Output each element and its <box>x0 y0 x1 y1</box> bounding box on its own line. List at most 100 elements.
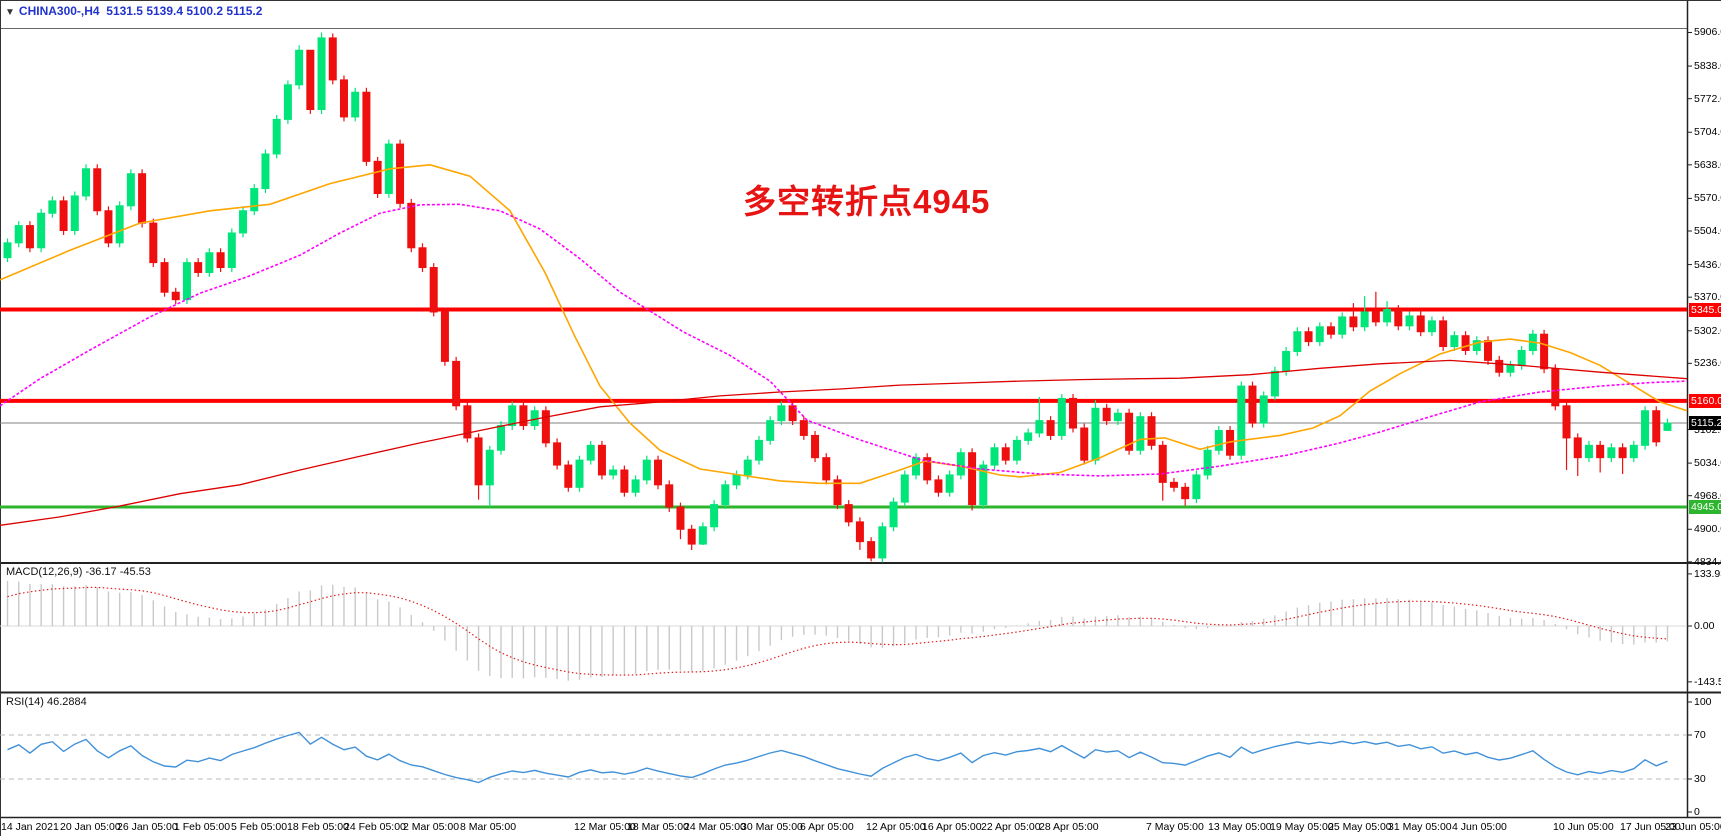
candle-body <box>1293 331 1302 352</box>
rsi-tick-label: 0 <box>1694 806 1700 818</box>
candle-body <box>1326 326 1335 335</box>
rsi-indicator-label: RSI(14) 46.2884 <box>6 696 87 708</box>
candle-body <box>676 506 685 530</box>
candle-body <box>597 444 606 476</box>
candle-body <box>1450 335 1459 348</box>
price-tick-label: 5370.0 <box>1694 291 1721 304</box>
ma-mid-magenta-line <box>0 203 1688 477</box>
candle-body <box>1035 420 1044 434</box>
price-tick-label: 5570.0 <box>1694 192 1721 205</box>
candle-body <box>519 405 528 427</box>
candle-body <box>1091 407 1100 461</box>
candle-body <box>1125 412 1134 451</box>
candle-body <box>239 210 248 234</box>
macd-tick-label: 0.00 <box>1694 620 1715 632</box>
candle-body <box>93 168 102 212</box>
time-axis-label: 6 Apr 05:00 <box>800 821 854 833</box>
candle-body <box>665 484 674 508</box>
candle-body <box>1405 315 1414 327</box>
candle-body <box>14 225 23 244</box>
candle-body <box>1416 315 1425 333</box>
candle-body <box>575 459 584 488</box>
candle-body <box>418 247 427 269</box>
price-level-badge: 5160.0 <box>1689 393 1721 408</box>
candle-body <box>463 405 472 439</box>
price-tick-label: 4834.0 <box>1694 555 1721 568</box>
macd-indicator-label: MACD(12,26,9) -36.17 -45.53 <box>6 566 151 578</box>
candle-body <box>1472 340 1481 352</box>
candle-body <box>1596 444 1605 459</box>
candle-body <box>1618 447 1627 459</box>
candle-body <box>553 442 562 466</box>
candle-body <box>698 526 707 545</box>
candle-body <box>328 37 337 81</box>
candle-body <box>1024 432 1033 441</box>
time-axis-label: 17 Jun 05:00 <box>1620 821 1681 833</box>
time-axis-label: 14 Jan 2021 <box>1 821 59 833</box>
candle-body <box>205 252 214 273</box>
time-axis-label: 18 Mar 05:00 <box>627 821 689 833</box>
candle-body <box>631 479 640 493</box>
candle-body <box>306 49 315 111</box>
candle-body <box>1315 326 1324 343</box>
candle-body <box>1057 397 1066 436</box>
candle-body <box>295 49 304 86</box>
candle-body <box>1540 333 1549 370</box>
time-axis-label: 24 Feb 05:00 <box>344 821 406 833</box>
candle-body <box>833 479 842 506</box>
candle-body <box>1192 474 1201 500</box>
candle-body <box>799 420 808 436</box>
time-axis-label: 16 Apr 05:00 <box>922 821 982 833</box>
candle-body <box>1551 368 1560 407</box>
price-tick-label: 5838.0 <box>1694 60 1721 73</box>
candle-body <box>1495 359 1504 373</box>
candle-body <box>1169 481 1178 488</box>
candle-body <box>1113 412 1122 422</box>
time-axis-label: 4 Jun 05:00 <box>1452 821 1507 833</box>
candle-body <box>440 311 449 362</box>
candle-body <box>396 143 405 204</box>
price-level-badge: 5115.2 <box>1689 416 1721 430</box>
candle-body <box>452 360 461 407</box>
price-tick-label: 5906.0 <box>1694 26 1721 39</box>
symbol-label: CHINA300-,H4 <box>18 4 100 18</box>
price-tick-label: 5638.0 <box>1694 158 1721 171</box>
price-tick-label: 5436.0 <box>1694 258 1721 271</box>
candle-body <box>138 173 147 224</box>
candle-body <box>811 434 820 459</box>
time-axis-label: 28 Apr 05:00 <box>1039 821 1099 833</box>
candle-body <box>911 457 920 476</box>
time-axis-label: 1 Feb 05:00 <box>174 821 231 833</box>
chevron-down-icon[interactable]: ▼ <box>5 7 15 18</box>
ohlc-text: 5131.5 5139.4 5100.2 5115.2 <box>106 4 263 18</box>
candle-body <box>1001 447 1010 461</box>
macd-tick-label: 133.93 <box>1694 567 1721 580</box>
candle-body <box>945 474 954 493</box>
candle-body <box>48 200 57 214</box>
candle-body <box>1248 385 1257 424</box>
ma-fast-orange-line <box>0 163 1688 485</box>
price-tick-label: 5504.0 <box>1694 225 1721 237</box>
candle-body <box>362 91 371 162</box>
candle-body <box>3 242 12 259</box>
candle-body <box>1562 405 1571 439</box>
candle-body <box>956 452 965 476</box>
rsi-line <box>7 731 1668 784</box>
time-axis-label: 19 May 05:00 <box>1270 821 1334 833</box>
candle-body <box>1439 320 1448 348</box>
time-axis-label: 12 Apr 05:00 <box>866 821 926 833</box>
candle-body <box>867 541 876 559</box>
time-axis-label: 2 Mar 05:00 <box>403 821 460 833</box>
rsi-tick-label: 100 <box>1694 696 1712 708</box>
candle-body <box>878 526 887 559</box>
candle-body <box>721 484 730 506</box>
candle-body <box>1158 444 1167 483</box>
price-tick-label: 5302.0 <box>1694 324 1721 337</box>
candle-body <box>1573 437 1582 459</box>
candle-body <box>1517 350 1526 366</box>
chart-annotation: 多空转折点4945 <box>743 183 991 220</box>
candle-body <box>822 457 831 481</box>
candle-body <box>59 200 68 232</box>
candle-body <box>1136 416 1145 451</box>
